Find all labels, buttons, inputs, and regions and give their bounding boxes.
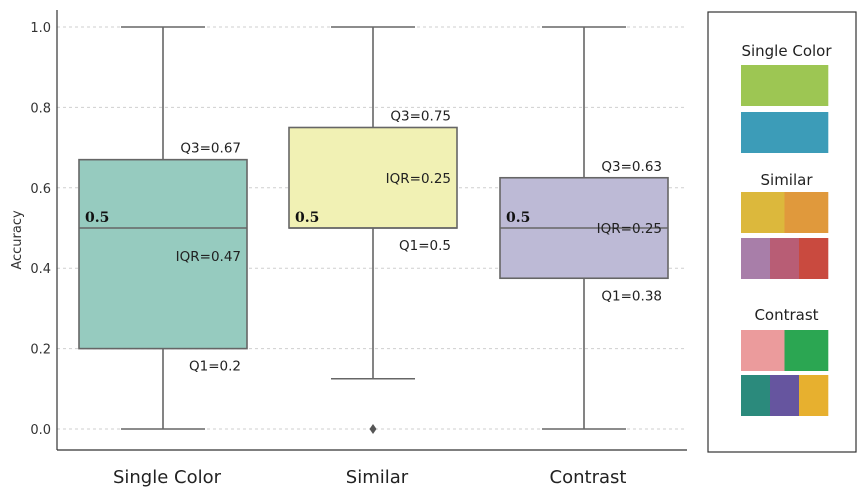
iqr-label: IQR=0.47 [176,249,241,265]
legend-color-swatch [784,192,829,233]
iqr-label: IQR=0.25 [386,171,451,187]
median-label: 0.5 [295,210,319,226]
legend-color-swatch [741,375,771,416]
x-category-label: Single Color [113,467,222,488]
q3-label: Q3=0.75 [390,109,451,125]
legend-group-title: Similar [761,171,814,189]
legend-color-swatch [770,238,800,279]
y-tick-label: 0.0 [30,423,51,438]
median-label: 0.5 [85,210,109,226]
box-1 [78,158,248,350]
box-2 [288,126,458,229]
y-tick-label: 0.8 [30,101,51,116]
legend-color-swatch [799,375,829,416]
y-tick-label: 1.0 [30,21,51,36]
legend-color-swatch [784,330,829,371]
legend-color-swatch [799,238,829,279]
iqr-label: IQR=0.25 [597,221,662,237]
y-tick-label: 0.4 [30,262,51,277]
legend-group-title: Contrast [754,306,818,324]
y-tick-label: 0.6 [30,182,51,197]
median-label: 0.5 [506,210,530,226]
q3-label: Q3=0.67 [180,141,241,157]
q1-label: Q1=0.5 [399,238,451,254]
q1-label: Q1=0.2 [189,359,241,375]
y-axis-title: Accuracy [10,210,25,270]
x-category-label: Contrast [550,467,627,488]
x-category-label: Similar [346,467,409,488]
legend-color-swatch [741,238,771,279]
legend-color-swatch [770,375,800,416]
outlier-point [369,424,377,434]
y-tick-label: 0.2 [30,343,51,358]
legend-color-swatch [741,330,785,371]
q3-label: Q3=0.63 [601,159,662,175]
legend-color-swatch [741,65,829,106]
legend-color-swatch [741,192,785,233]
legend-color-swatch [741,112,829,153]
legend-group-title: Single Color [741,42,832,60]
q1-label: Q1=0.38 [601,288,662,304]
